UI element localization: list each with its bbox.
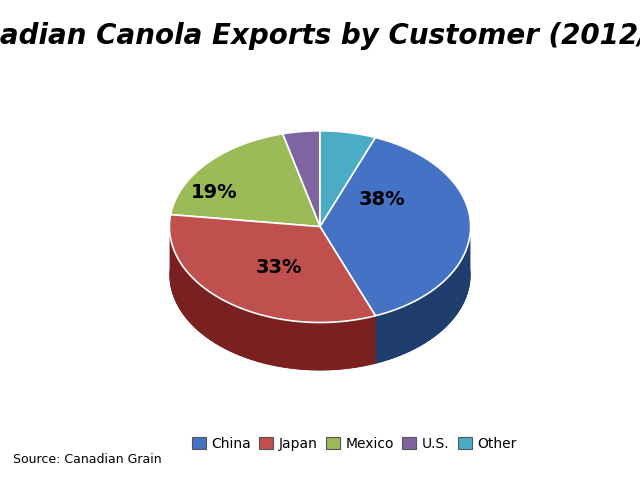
Polygon shape [282,131,320,227]
Polygon shape [170,222,376,371]
Polygon shape [171,134,320,227]
Text: 38%: 38% [358,190,405,209]
Polygon shape [170,215,376,323]
Polygon shape [320,131,376,227]
Polygon shape [320,227,376,364]
Polygon shape [376,222,470,364]
Polygon shape [170,270,376,371]
Polygon shape [320,138,470,316]
Text: Source: Canadian Grain: Source: Canadian Grain [13,453,161,466]
Polygon shape [320,270,470,364]
Polygon shape [320,227,376,364]
Text: 19%: 19% [191,183,237,202]
Text: 33%: 33% [255,258,302,277]
Text: Canadian Canola Exports by Customer (2012/13): Canadian Canola Exports by Customer (201… [0,22,640,49]
Legend: China, Japan, Mexico, U.S., Other: China, Japan, Mexico, U.S., Other [186,432,522,456]
